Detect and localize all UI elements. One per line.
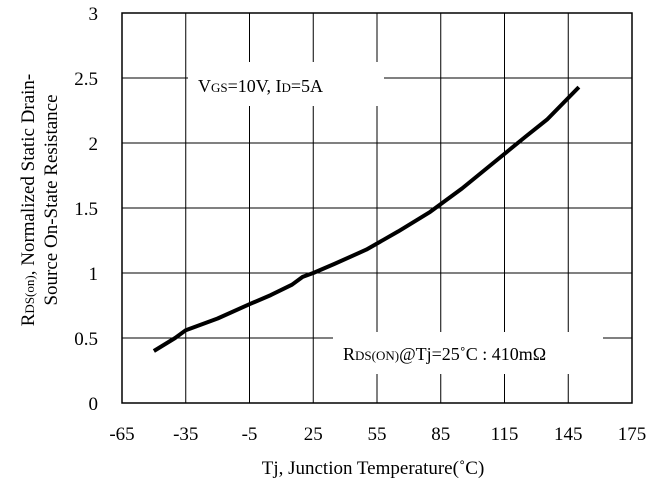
y-tick-label: 0 (89, 394, 99, 415)
x-tick-label: 85 (431, 424, 450, 445)
condition-annotation: VGS=10V, ID=5A (198, 76, 323, 96)
reference-box (333, 332, 603, 374)
x-tick-label: -65 (109, 424, 134, 445)
series-layer (152, 85, 581, 353)
svg-text:Source On-State Resistance: Source On-State Resistance (41, 94, 62, 305)
y-tick-label: 1.5 (74, 199, 98, 220)
svg-text:RDS(on), Normalized Static Dra: RDS(on), Normalized Static Drain- (18, 74, 39, 327)
x-tick-label: -5 (242, 424, 258, 445)
x-tick-label: 115 (491, 424, 519, 445)
x-axis-title: Tj, Junction Temperature(˚C) (262, 458, 485, 479)
x-tick-labels: -65 -35 -5 25 55 85 115 145 175 (109, 424, 646, 445)
y-tick-label: 1 (89, 264, 99, 285)
grid (121, 12, 633, 404)
reference-annotation: RDS(ON)@Tj=25˚C : 410mΩ (343, 344, 546, 364)
plot-frame (121, 12, 633, 404)
x-tick-label: -35 (173, 424, 198, 445)
y-tick-label: 2 (89, 134, 99, 155)
y-axis-title: RDS(on), Normalized Static Drain- Source… (18, 74, 62, 327)
x-tick-label: 145 (554, 424, 583, 445)
condition-box (188, 62, 384, 106)
x-tick-label: 25 (304, 424, 323, 445)
y-tick-label: 0.5 (74, 329, 98, 350)
y-tick-label: 3 (89, 4, 99, 25)
y-tick-labels: 0 0.5 1 1.5 2 2.5 3 (74, 4, 98, 415)
y-tick-label: 2.5 (74, 69, 98, 90)
x-tick-label: 55 (368, 424, 387, 445)
x-tick-label: 175 (618, 424, 647, 445)
rds-on-curve (152, 85, 581, 353)
